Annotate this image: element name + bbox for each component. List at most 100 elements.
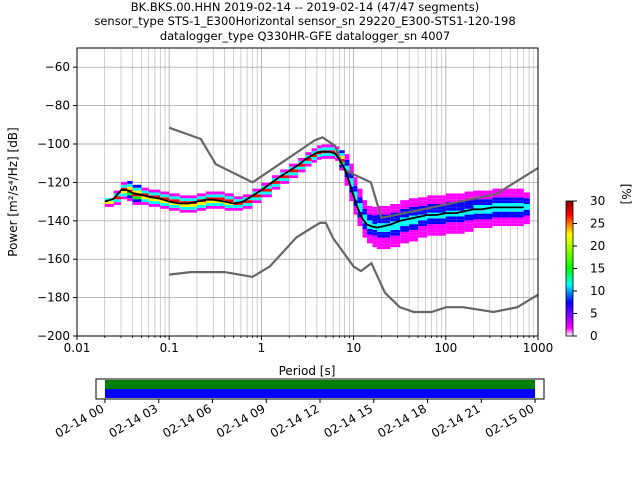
colorbar-tick-label: 10 — [590, 284, 605, 298]
heatmap-cell — [362, 214, 368, 218]
heatmap-cell — [427, 212, 437, 216]
heatmap-cell — [464, 194, 474, 198]
heatmap-cell — [357, 194, 363, 198]
heatmap-cell — [456, 228, 465, 231]
heatmap-cell — [160, 194, 170, 198]
heatmap-cell — [362, 205, 368, 209]
heatmap-cell — [120, 187, 128, 191]
heatmap-cell — [357, 197, 363, 201]
heatmap-cell — [456, 207, 465, 211]
heatmap-cell — [418, 226, 428, 229]
heatmap-cell — [205, 203, 214, 206]
heatmap-cell — [400, 220, 410, 224]
heatmap-cell — [381, 243, 391, 247]
heatmap-cell — [473, 193, 483, 197]
heatmap-cell — [427, 224, 437, 228]
heatmap-cell — [381, 211, 391, 215]
heatmap-cell — [141, 202, 149, 205]
heatmap-cell — [196, 193, 206, 197]
heatmap-cell — [492, 214, 502, 218]
heatmap-cell — [349, 175, 354, 179]
heatmap-cell — [132, 190, 142, 194]
heatmap-cell — [113, 199, 121, 203]
heatmap-cell — [523, 195, 530, 199]
heatmap-cell — [409, 229, 419, 233]
heatmap-cell — [242, 205, 253, 209]
heatmap-cell — [127, 183, 133, 187]
heatmap-cell — [233, 204, 243, 208]
y-tick-label: −180 — [37, 291, 70, 305]
heatmap-cell — [523, 204, 530, 207]
heatmap-cell — [409, 221, 419, 225]
heatmap-cell — [148, 195, 161, 199]
heatmap-cell — [400, 223, 410, 227]
heatmap-cell — [464, 228, 474, 232]
heatmap-cell — [339, 150, 345, 154]
heatmap-cell — [329, 144, 336, 148]
heatmap-cell — [400, 217, 410, 221]
heatmap-cell — [400, 234, 410, 238]
heatmap-cell — [436, 229, 446, 233]
heatmap-cell — [179, 198, 189, 202]
heatmap-cell — [224, 207, 234, 211]
heatmap-cell — [349, 163, 354, 167]
heatmap-cell — [400, 231, 410, 235]
heatmap-cell — [456, 225, 465, 228]
heatmap-cell — [418, 205, 428, 209]
heatmap-cell — [261, 191, 272, 195]
heatmap-cell — [400, 226, 410, 229]
heatmap-cell — [464, 191, 474, 195]
heatmap-cell — [523, 201, 530, 204]
heatmap-cell — [445, 204, 457, 208]
heatmap-cell — [329, 153, 336, 156]
heatmap-cell — [418, 220, 428, 224]
heatmap-cell — [233, 199, 243, 203]
heatmap-cell — [213, 191, 225, 195]
colorbar-tick-label: 20 — [590, 239, 605, 253]
heatmap-cell — [501, 223, 511, 227]
y-tick-label: −60 — [45, 60, 70, 74]
heatmap-cell — [367, 211, 373, 215]
heatmap-cell — [372, 209, 378, 213]
heatmap-cell — [120, 196, 128, 200]
heatmap-cell — [120, 193, 128, 197]
heatmap-cell — [409, 232, 419, 236]
heatmap-cell — [464, 214, 474, 218]
heatmap-cell — [233, 196, 243, 200]
heatmap-cell — [445, 230, 457, 234]
heatmap-cell — [517, 191, 524, 195]
heatmap-cell — [160, 200, 170, 204]
heatmap-cell — [377, 234, 382, 238]
heatmap-cell — [372, 229, 378, 233]
heatmap-cell — [261, 188, 272, 192]
heatmap-cell — [353, 188, 358, 192]
heatmap-cell — [377, 214, 382, 218]
heatmap-cell — [367, 237, 373, 241]
heatmap-cell — [353, 191, 358, 195]
heatmap-cell — [409, 224, 419, 228]
heatmap-cell — [357, 188, 363, 192]
heatmap-cell — [349, 183, 354, 187]
heatmap-cell — [510, 211, 518, 215]
heatmap-cell — [390, 227, 401, 230]
heatmap-cell — [377, 220, 382, 224]
heatmap-cell — [482, 225, 493, 228]
heatmap-cell — [510, 188, 518, 192]
heatmap-cell — [233, 207, 243, 211]
heatmap-cell — [349, 166, 354, 170]
heatmap-cell — [321, 156, 326, 159]
heatmap-cell — [523, 206, 530, 210]
heatmap-cell — [523, 218, 530, 222]
heatmap-cell — [127, 186, 133, 190]
heatmap-cell — [456, 222, 465, 226]
heatmap-cell — [188, 209, 197, 213]
heatmap-cell — [213, 205, 225, 209]
heatmap-cell — [445, 222, 457, 226]
heatmap-cell — [517, 208, 524, 212]
heatmap-cell — [372, 235, 378, 239]
heatmap-cell — [464, 217, 474, 221]
heatmap-cell — [377, 217, 382, 221]
heatmap-cell — [390, 218, 401, 222]
heatmap-cell — [456, 193, 465, 197]
psd-heatmap — [104, 144, 530, 250]
